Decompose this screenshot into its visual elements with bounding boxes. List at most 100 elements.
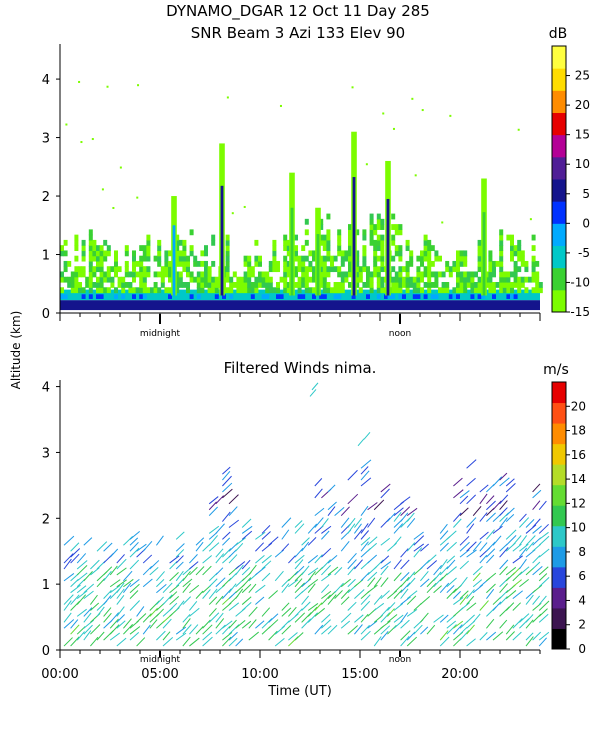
snr-cell [376, 234, 381, 241]
wind-barb [63, 637, 73, 647]
snr-cell [441, 282, 446, 288]
snr-cell [463, 287, 468, 294]
top-y-tick-label: 0 [42, 307, 50, 322]
wind-barb [255, 531, 266, 540]
wind-barb [314, 488, 323, 499]
snr-cell [283, 260, 288, 267]
snr-cell [423, 294, 428, 299]
wind-barb [459, 626, 468, 635]
wind-barb [459, 594, 469, 605]
wind-barb [347, 625, 359, 635]
top-y-tick-label: 3 [42, 132, 50, 147]
snr-cell [286, 245, 291, 252]
snr-cell [369, 287, 374, 294]
snr-cell [139, 282, 144, 288]
snr-echo-core [386, 198, 390, 296]
wind-barb [116, 637, 127, 647]
snr-cell [96, 260, 100, 267]
wind-barb [466, 523, 475, 534]
wind-barb [70, 584, 81, 594]
wind-barb [76, 572, 88, 582]
wind-barb [268, 619, 279, 629]
snr-cell [132, 271, 136, 278]
snr-cell [106, 245, 111, 252]
snr-cell [99, 250, 104, 257]
snr-cell [142, 294, 147, 299]
wind-barb [380, 612, 391, 623]
snr-cell [376, 271, 381, 278]
snr-cell [538, 282, 543, 288]
snr-cell [463, 276, 468, 283]
wind-barb [321, 625, 332, 635]
wind-barb [314, 602, 323, 611]
snr-cell [304, 229, 309, 236]
wind-barb [479, 531, 489, 540]
wind-barbs [63, 382, 550, 647]
snr-cell [420, 250, 424, 257]
snr-cell [492, 282, 496, 288]
wind-barb [155, 535, 164, 546]
snr-cell [88, 266, 93, 273]
top-colorbar-label: 20 [575, 98, 590, 112]
snr-cell [168, 294, 172, 299]
snr-cell [124, 245, 129, 252]
wind-barb [314, 478, 323, 487]
snr-cell [139, 276, 144, 283]
wind-barb [301, 565, 310, 576]
snr-cell [200, 271, 205, 278]
snr-cell [348, 224, 352, 230]
snr-cell [261, 282, 266, 288]
wind-barb [301, 601, 311, 611]
snr-cell [247, 282, 252, 288]
snr-cell [88, 234, 93, 241]
wind-barb [268, 630, 278, 641]
snr-cell [394, 271, 399, 278]
snr-cell [99, 266, 104, 273]
snr-cell [81, 245, 86, 252]
snr-cell [294, 245, 298, 252]
snr-cell [175, 234, 180, 241]
snr-cell [420, 276, 424, 283]
snr-cell [304, 218, 309, 225]
snr-cell [427, 276, 432, 283]
snr-cell [99, 255, 104, 262]
snr-cell [398, 294, 403, 299]
wind-barb [492, 535, 502, 546]
snr-cell [506, 294, 511, 299]
top-colorbar-unit: dB [549, 26, 568, 42]
snr-cell [81, 271, 86, 278]
snr-cell [366, 266, 370, 273]
wind-barb [136, 543, 147, 552]
bottom-y-tick-label: 4 [42, 381, 50, 396]
snr-cell [70, 282, 75, 288]
snr-cell [312, 250, 316, 257]
wind-barb [354, 518, 363, 528]
snr-cell [459, 282, 464, 288]
snr-cell [394, 276, 399, 283]
snr-cell [355, 276, 360, 283]
wind-barb [307, 554, 319, 564]
wind-barb [116, 579, 128, 588]
wind-barb [169, 584, 180, 594]
snr-cell [510, 271, 514, 278]
snr-cell [373, 266, 378, 273]
snr-cell [384, 294, 388, 299]
snr-cell [319, 255, 324, 262]
wind-barb [228, 637, 238, 647]
snr-cell [132, 276, 136, 283]
snr-cell [492, 287, 496, 294]
wind-barb [340, 612, 352, 623]
wind-barb [235, 564, 244, 576]
wind-barb [459, 590, 469, 599]
snr-cell [517, 287, 522, 294]
snr-cell [517, 282, 522, 288]
bottom-colorbar-segment [552, 484, 566, 506]
wind-barb [281, 607, 292, 617]
bottom-colorbar-segment [552, 628, 566, 650]
wind-barb [486, 512, 496, 522]
wind-barb [459, 630, 470, 641]
wind-barb [505, 534, 517, 546]
wind-barb [459, 560, 470, 570]
snr-cell [510, 245, 514, 252]
snr-cell [225, 255, 230, 262]
